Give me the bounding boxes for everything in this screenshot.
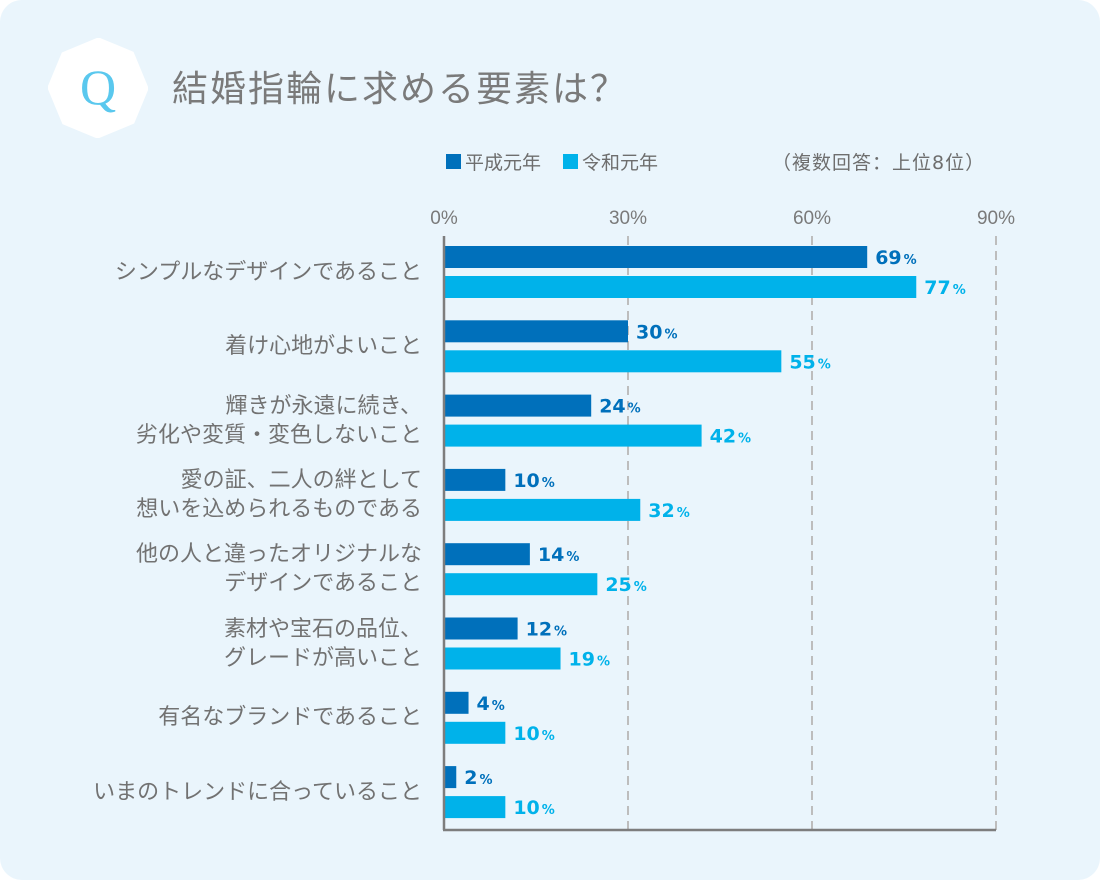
- bar-reiwa: [444, 721, 506, 744]
- category-label: 有名なブランドであること: [158, 705, 422, 731]
- data-label: 19%: [569, 649, 610, 671]
- bar-reiwa: [444, 498, 641, 521]
- data-label: 55%: [789, 351, 830, 373]
- data-label: 69%: [875, 247, 916, 269]
- category-label: シンプルなデザインであること: [114, 259, 422, 285]
- data-label: 10%: [513, 723, 554, 745]
- octagon-shape: [48, 38, 148, 138]
- data-label: 32%: [648, 500, 689, 522]
- bar-heisei: [444, 691, 469, 714]
- x-tick-label: 0%: [430, 208, 458, 229]
- bar-heisei: [444, 766, 457, 789]
- bar-reiwa: [444, 796, 506, 819]
- legend-label-heisei: 平成元年: [465, 152, 542, 174]
- data-label: 14%: [538, 544, 579, 566]
- legend: 平成元年 令和元年: [446, 148, 680, 175]
- category-label: 着け心地がよいこと: [225, 333, 422, 359]
- legend-item-heisei: 平成元年: [446, 148, 541, 175]
- legend-swatch-reiwa: [563, 154, 579, 169]
- category-label: いまのトレンドに合っていること: [93, 779, 422, 805]
- q-letter: Q: [80, 59, 116, 115]
- bar-reiwa: [444, 424, 702, 447]
- data-label: 30%: [636, 321, 677, 343]
- bar-heisei: [444, 246, 868, 268]
- bar-heisei: [444, 543, 530, 566]
- bar-reiwa: [444, 647, 561, 670]
- data-label: 2%: [464, 767, 492, 789]
- data-label: 24%: [599, 396, 640, 418]
- x-tick-label: 30%: [609, 208, 647, 229]
- bar-reiwa: [444, 350, 782, 373]
- x-tick-label: 90%: [977, 208, 1015, 229]
- legend-swatch-heisei: [446, 154, 461, 169]
- bar-heisei: [444, 394, 592, 417]
- category-label: 愛の証、二人の絆として 想いを込められるものである: [136, 467, 422, 522]
- data-label: 12%: [526, 619, 567, 641]
- legend-label-reiwa: 令和元年: [582, 152, 659, 174]
- bar-heisei: [444, 468, 506, 491]
- data-label: 42%: [710, 426, 751, 448]
- x-tick-label: 60%: [793, 208, 831, 229]
- bar-heisei: [444, 617, 518, 640]
- data-label: 77%: [924, 277, 965, 299]
- page-title: 結婚指輪に求める要素は？: [172, 69, 629, 110]
- category-label: 素材や宝石の品位、 グレードが高いこと: [223, 616, 422, 671]
- data-label: 4%: [477, 693, 505, 715]
- legend-item-reiwa: 令和元年: [563, 148, 658, 175]
- category-label: 輝きが永遠に続き、 劣化や変質・変色しないこと: [135, 393, 422, 448]
- bar-heisei: [444, 320, 628, 343]
- data-label: 10%: [513, 470, 554, 492]
- survey-note: （複数回答：上位8位）: [772, 152, 986, 174]
- data-label: 25%: [605, 574, 646, 596]
- bar-reiwa: [444, 276, 917, 298]
- category-label: 他の人と違ったオリジナルな デザインであること: [135, 542, 422, 597]
- q-badge: Q: [48, 38, 148, 138]
- bar-reiwa: [444, 573, 598, 596]
- data-label: 10%: [513, 797, 554, 819]
